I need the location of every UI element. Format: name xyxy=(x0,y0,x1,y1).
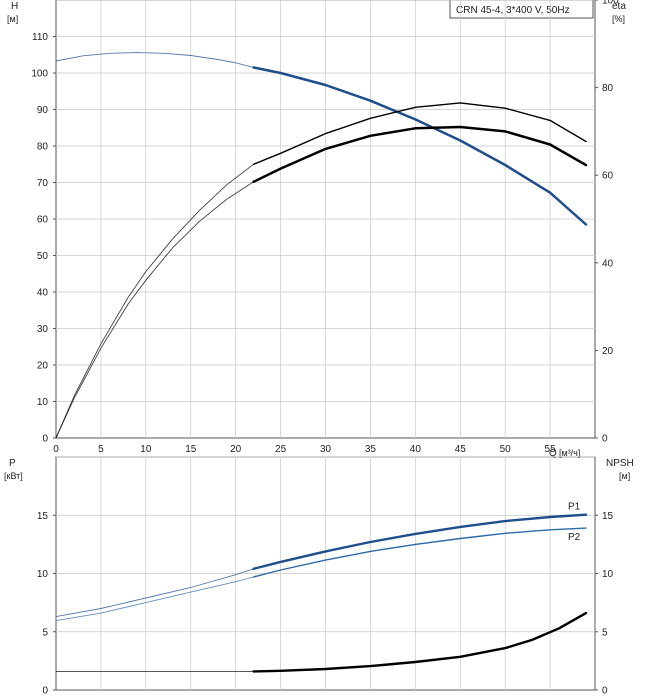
left-tick-label: 100 xyxy=(31,69,48,80)
x-tick-label: 35 xyxy=(365,444,377,455)
series-p1-extrapolated-line xyxy=(55,568,254,618)
upper-plot: CRN 45-4, 3*400 V, 50Hz H [м] eta [%] Q … xyxy=(7,0,626,459)
right-axis-name-lower: NPSH xyxy=(606,458,634,469)
x-axis-unit: [м³/ч] xyxy=(559,448,580,458)
left-tick-label: 60 xyxy=(37,215,49,226)
left-tick-label: 80 xyxy=(37,142,49,153)
x-tick-label: 30 xyxy=(320,444,332,455)
series-1-2-line xyxy=(252,611,588,673)
series-p2-extrapolated-line xyxy=(55,576,254,622)
left-tick-label: 10 xyxy=(37,569,49,580)
right-tick-label: 0 xyxy=(602,686,608,697)
x-axis-name: Q xyxy=(549,448,557,459)
left-axis-unit-upper: [м] xyxy=(7,14,18,24)
left-tick-label: 110 xyxy=(32,32,48,43)
series-0-1-line xyxy=(252,102,587,166)
right-tick-label: 0 xyxy=(602,434,608,445)
title-box xyxy=(449,0,594,19)
right-tick-label: 80 xyxy=(602,83,614,94)
series-0-0-extrapolated-line xyxy=(55,52,254,68)
left-tick-label: 5 xyxy=(42,627,48,638)
x-tick-label: 0 xyxy=(53,444,59,455)
series-0-2-line xyxy=(252,125,588,184)
right-tick-label: 5 xyxy=(602,627,608,638)
right-tick-label: 20 xyxy=(602,346,614,357)
x-tick-label: 55 xyxy=(545,444,557,455)
left-tick-label: 30 xyxy=(37,324,49,335)
right-tick-label: 60 xyxy=(602,171,614,182)
x-tick-label: 40 xyxy=(410,444,422,455)
right-tick-label: 100 xyxy=(602,0,619,7)
series-p2-label: P2 xyxy=(568,532,581,543)
left-tick-label: 0 xyxy=(42,434,48,445)
x-tick-label: 25 xyxy=(275,444,287,455)
lower-plot: P [кВт] NPSH [м] 0 5 10 15 0 5 10 15 P1 P2 xyxy=(4,456,634,697)
gridlines-1 xyxy=(56,456,595,690)
x-tick-label: 15 xyxy=(185,444,197,455)
x-tick-label: 10 xyxy=(140,444,152,455)
left-tick-label: 0 xyxy=(42,686,48,697)
series-0-2-extrapolated-line xyxy=(55,181,254,439)
x-tick-label: 5 xyxy=(98,444,104,455)
series-p1-label: P1 xyxy=(568,502,581,513)
right-tick-label: 40 xyxy=(602,258,614,269)
x-tick-label: 50 xyxy=(500,444,512,455)
chart-title: CRN 45-4, 3*400 V, 50Hz xyxy=(456,5,570,16)
series-p1-line xyxy=(252,513,588,570)
left-tick-label: 10 xyxy=(37,397,49,408)
series-0-0-line xyxy=(252,66,588,226)
right-axis-unit-lower: [м] xyxy=(619,471,630,481)
left-tick-label: 40 xyxy=(37,288,49,299)
left-tick-label: 90 xyxy=(37,105,49,116)
right-tick-label: 10 xyxy=(602,569,614,580)
right-axis-unit-upper: [%] xyxy=(612,14,625,24)
left-tick-label: 15 xyxy=(37,511,49,522)
left-axis-name-upper: H xyxy=(11,1,18,12)
series-p2-line xyxy=(252,527,587,578)
left-axis-name-lower: P xyxy=(9,458,16,469)
right-axis-name-upper: eta xyxy=(612,1,626,12)
left-axis-unit-lower: [кВт] xyxy=(4,471,23,481)
x-tick-label: 45 xyxy=(455,444,467,455)
left-tick-label: 70 xyxy=(37,178,49,189)
x-tick-label: 20 xyxy=(230,444,242,455)
right-tick-label: 15 xyxy=(602,511,614,522)
gridlines-0 xyxy=(56,0,595,438)
left-tick-label: 50 xyxy=(37,251,49,262)
left-tick-label: 20 xyxy=(37,361,49,372)
series-0-1-extrapolated-line xyxy=(55,163,254,439)
